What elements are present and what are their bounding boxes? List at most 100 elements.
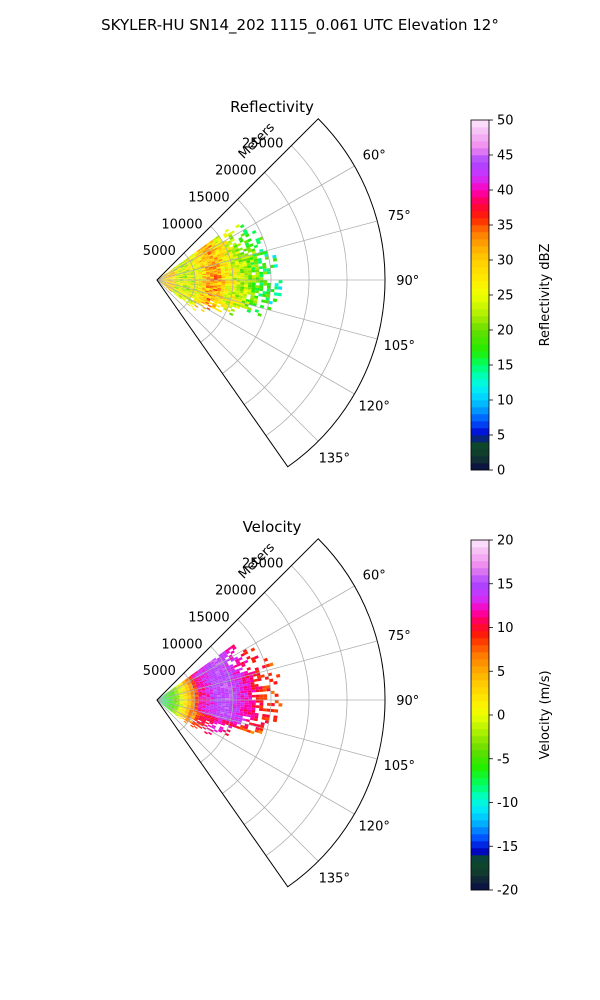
field-cell	[184, 685, 189, 688]
field-cell	[179, 696, 184, 698]
field-cell	[174, 691, 179, 694]
field-cell	[225, 676, 230, 680]
field-cell	[242, 263, 248, 267]
field-cell	[225, 256, 230, 260]
colorbar-segment	[471, 883, 489, 891]
field-cell	[228, 242, 233, 246]
field-cell	[168, 700, 173, 701]
field-cell	[234, 716, 239, 720]
colorbar-segment	[471, 715, 489, 723]
field-cell	[235, 660, 241, 665]
field-cell	[177, 710, 181, 713]
field-cell	[251, 248, 256, 252]
field-cell	[203, 715, 208, 718]
colorbar-segment	[471, 134, 489, 142]
field-cell	[212, 237, 217, 242]
field-cell	[244, 275, 249, 278]
field-cell	[204, 254, 209, 258]
field-cell	[220, 672, 225, 676]
field-cell	[185, 258, 189, 262]
field-cell	[172, 700, 176, 702]
field-cell	[257, 677, 262, 682]
field-cell	[180, 266, 185, 269]
field-cell	[168, 709, 173, 712]
field-cell	[266, 288, 271, 292]
field-cell	[206, 679, 211, 683]
field-cell	[194, 272, 199, 275]
field-cell	[228, 291, 233, 294]
field-cell	[245, 233, 250, 238]
field-cell	[192, 676, 197, 680]
field-cell	[232, 702, 237, 705]
field-cell	[160, 701, 165, 703]
field-cell	[221, 665, 226, 669]
field-cell	[182, 288, 186, 291]
field-cell	[239, 266, 244, 270]
field-cell	[164, 275, 168, 278]
field-cell	[232, 707, 237, 711]
azimuth-spoke	[156, 699, 319, 862]
field-cell	[209, 720, 214, 724]
field-cell	[186, 273, 191, 276]
field-cell	[217, 675, 222, 679]
field-cell	[220, 243, 225, 248]
field-cell	[216, 289, 221, 292]
field-cell	[184, 265, 189, 268]
field-cell	[213, 688, 218, 692]
field-cell	[195, 295, 200, 298]
colorbar-segment	[471, 428, 489, 436]
field-cell	[188, 712, 193, 715]
field-cell	[202, 282, 207, 284]
field-cell	[221, 245, 226, 249]
field-cell	[258, 293, 263, 297]
field-cell	[250, 730, 255, 735]
field-cell	[272, 257, 278, 262]
field-cell	[194, 701, 199, 703]
field-cell	[198, 725, 203, 729]
field-cell	[213, 270, 218, 273]
field-cell	[239, 710, 244, 714]
field-cell	[172, 281, 176, 282]
field-cell	[216, 237, 221, 241]
field-cell	[211, 672, 216, 676]
field-cell	[263, 694, 268, 698]
field-cell	[195, 673, 200, 677]
field-cell	[185, 266, 189, 270]
field-cell	[243, 711, 248, 715]
field-cell	[196, 684, 201, 688]
field-cell	[172, 280, 176, 281]
field-cell	[247, 707, 252, 710]
azimuth-tick-label: 120°	[359, 399, 390, 414]
field-cell	[254, 309, 259, 313]
field-cell	[238, 681, 243, 685]
field-cell	[211, 681, 216, 684]
field-cell	[223, 261, 228, 264]
field-cell	[194, 694, 199, 696]
field-cell	[185, 290, 189, 294]
field-cell	[172, 711, 176, 714]
field-cell	[167, 274, 172, 277]
field-cell	[220, 254, 226, 258]
field-cell	[202, 250, 207, 254]
field-cell	[214, 297, 219, 300]
azimuth-spoke	[156, 165, 355, 281]
field-cell	[168, 280, 173, 282]
field-cell	[204, 263, 208, 266]
field-cell	[225, 698, 230, 700]
field-cell	[202, 726, 207, 730]
field-cell	[228, 287, 233, 290]
field-cell	[162, 704, 166, 708]
field-cell	[174, 287, 179, 290]
field-cell	[175, 276, 180, 278]
field-cell	[251, 282, 256, 286]
field-cell	[187, 280, 192, 282]
field-cell	[172, 687, 177, 691]
field-cell	[232, 304, 237, 308]
field-cell	[219, 684, 224, 687]
field-cell	[201, 257, 206, 260]
field-cell	[201, 709, 206, 712]
field-cell	[169, 288, 173, 292]
colorbar-segment	[471, 218, 489, 226]
colorbar-tick-label: 15	[497, 359, 514, 374]
field-cell	[175, 274, 180, 276]
